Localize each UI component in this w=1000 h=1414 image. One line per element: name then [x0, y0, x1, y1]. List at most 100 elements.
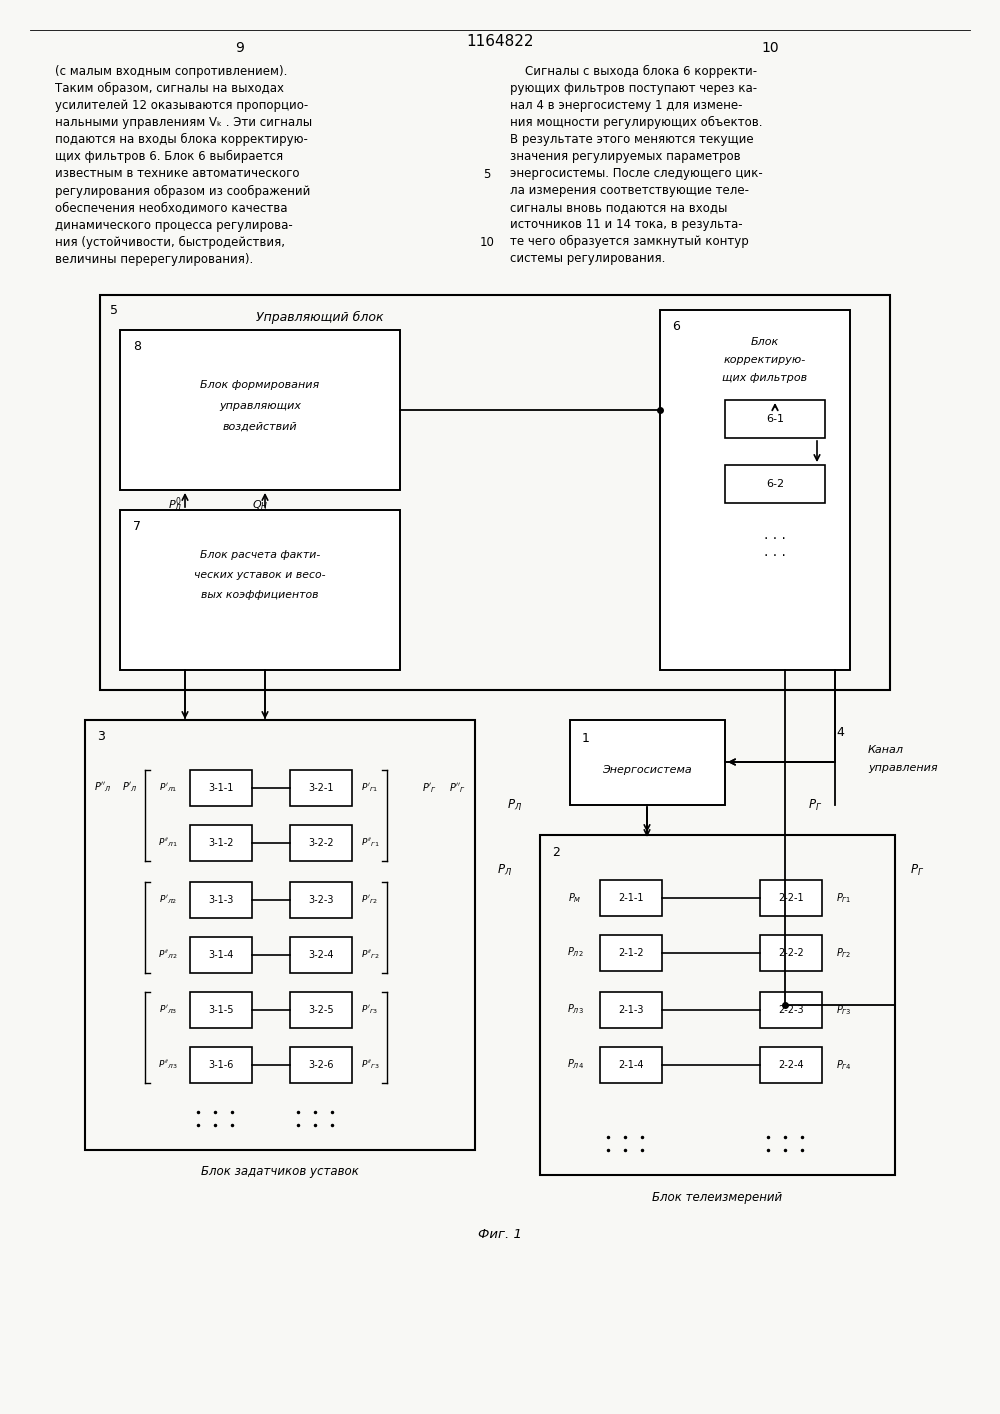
Text: 8: 8	[133, 339, 141, 352]
Text: 3-1-4: 3-1-4	[208, 950, 234, 960]
Bar	[290, 771, 352, 806]
Text: $P'_Г$: $P'_Г$	[422, 781, 438, 795]
Text: 3-1-1: 3-1-1	[208, 783, 234, 793]
Bar	[190, 771, 252, 806]
Bar	[85, 720, 475, 1150]
Text: $P_{Г1}$: $P_{Г1}$	[836, 891, 852, 905]
Text: 6-1: 6-1	[766, 414, 784, 424]
Text: $P_Г$: $P_Г$	[910, 863, 924, 878]
Bar	[120, 329, 400, 491]
Bar	[190, 993, 252, 1028]
Bar	[600, 993, 662, 1028]
Text: ческих уставок и весо-: ческих уставок и весо-	[194, 570, 326, 580]
Text: Канал: Канал	[868, 745, 904, 755]
Text: 3-1-5: 3-1-5	[208, 1005, 234, 1015]
Text: управления: управления	[868, 764, 938, 773]
Text: 5: 5	[110, 304, 118, 318]
Bar	[540, 836, 895, 1175]
Text: . . .: . . .	[764, 544, 786, 559]
Text: 3-1-3: 3-1-3	[208, 895, 234, 905]
Text: 10: 10	[480, 236, 494, 249]
Text: $P''_{Г3}$: $P''_{Г3}$	[361, 1059, 379, 1072]
Bar	[600, 1046, 662, 1083]
Text: Сигналы с выхода блока 6 корректи-
рующих фильтров поступают через ка-
нал 4 в э: Сигналы с выхода блока 6 корректи- рующи…	[510, 65, 763, 266]
Text: $P'_{Г1}$: $P'_{Г1}$	[361, 782, 379, 795]
Text: 3-1-2: 3-1-2	[208, 839, 234, 848]
Text: Блок расчета факти-: Блок расчета факти-	[200, 550, 320, 560]
Text: Энергосистема: Энергосистема	[602, 765, 692, 775]
Text: 9: 9	[236, 41, 244, 55]
Text: $P_{Г2}$: $P_{Г2}$	[836, 946, 852, 960]
Text: $P'_{Л2}$: $P'_{Л2}$	[159, 894, 177, 906]
Text: 4: 4	[836, 725, 844, 738]
Text: $P''_Г$: $P''_Г$	[449, 781, 465, 795]
Text: 3-2-3: 3-2-3	[308, 895, 334, 905]
Bar	[760, 935, 822, 971]
Text: 3-2-1: 3-2-1	[308, 783, 334, 793]
Text: 2-2-3: 2-2-3	[778, 1005, 804, 1015]
Bar	[570, 720, 725, 805]
Text: 6-2: 6-2	[766, 479, 784, 489]
Text: $P'_{Г2}$: $P'_{Г2}$	[361, 894, 379, 906]
Text: Блок: Блок	[751, 337, 779, 346]
Text: $Q_H$: $Q_H$	[252, 498, 268, 512]
Bar	[725, 400, 825, 438]
Text: Блок формирования: Блок формирования	[200, 380, 320, 390]
Bar	[760, 1046, 822, 1083]
Text: 1: 1	[582, 731, 590, 745]
Text: $P_{Л3}$: $P_{Л3}$	[567, 1003, 583, 1017]
Bar	[725, 465, 825, 503]
Text: $P''_{Г1}$: $P''_{Г1}$	[361, 837, 379, 850]
Text: воздействий: воздействий	[223, 421, 297, 433]
Text: 10: 10	[761, 41, 779, 55]
Text: 3-1-6: 3-1-6	[208, 1060, 234, 1070]
Text: 7: 7	[133, 519, 141, 533]
Text: 2: 2	[552, 847, 560, 860]
Text: корректирую-: корректирую-	[724, 355, 806, 365]
Text: $P_{Л2}$: $P_{Л2}$	[567, 946, 583, 960]
Text: 2-2-2: 2-2-2	[778, 947, 804, 959]
Bar	[290, 824, 352, 861]
Text: Блок задатчиков уставок: Блок задатчиков уставок	[201, 1165, 359, 1178]
Bar	[190, 1046, 252, 1083]
Text: 2-1-2: 2-1-2	[618, 947, 644, 959]
Text: вых коэффициентов: вых коэффициентов	[201, 590, 319, 600]
Text: $P'_{Л1}$: $P'_{Л1}$	[159, 782, 177, 795]
Text: (с малым входным сопротивлением).
Таким образом, сигналы на выходах
усилителей 1: (с малым входным сопротивлением). Таким …	[55, 65, 312, 266]
Text: 1164822: 1164822	[466, 34, 534, 49]
Text: 2-2-4: 2-2-4	[778, 1060, 804, 1070]
Bar	[760, 993, 822, 1028]
Text: $P'_{Л3}$: $P'_{Л3}$	[159, 1004, 177, 1017]
Bar	[290, 937, 352, 973]
Text: $P_Л$: $P_Л$	[507, 797, 523, 812]
Bar	[190, 937, 252, 973]
Text: $P_Л$: $P_Л$	[497, 863, 513, 877]
Text: $P_{Г4}$: $P_{Г4}$	[836, 1058, 852, 1072]
Bar	[290, 993, 352, 1028]
Text: $P_М$: $P_М$	[568, 891, 582, 905]
Bar	[100, 296, 890, 690]
Text: $P''_{Л2}$: $P''_{Л2}$	[158, 949, 178, 962]
Bar	[290, 1046, 352, 1083]
Text: 6: 6	[672, 320, 680, 332]
Text: 3-2-5: 3-2-5	[308, 1005, 334, 1015]
Text: 3-2-2: 3-2-2	[308, 839, 334, 848]
Bar	[290, 882, 352, 918]
Bar	[190, 882, 252, 918]
Text: $P_{Л4}$: $P_{Л4}$	[567, 1058, 583, 1072]
Text: 2-1-1: 2-1-1	[618, 894, 644, 904]
Bar	[760, 880, 822, 916]
Bar	[660, 310, 850, 670]
Text: $P''_{Л3}$: $P''_{Л3}$	[158, 1059, 178, 1072]
Text: $P_Г$: $P_Г$	[808, 797, 822, 813]
Text: $P_{Г3}$: $P_{Г3}$	[836, 1003, 852, 1017]
Text: 2-2-1: 2-2-1	[778, 894, 804, 904]
Text: . . .: . . .	[764, 527, 786, 542]
Text: управляющих: управляющих	[219, 402, 301, 411]
Text: Фиг. 1: Фиг. 1	[478, 1229, 522, 1241]
Text: $P''_Л$: $P''_Л$	[94, 781, 112, 795]
Text: $P''_{Г2}$: $P''_{Г2}$	[361, 949, 379, 962]
Text: 2-1-4: 2-1-4	[618, 1060, 644, 1070]
Text: Управляющий блок: Управляющий блок	[256, 311, 384, 324]
Text: 5: 5	[483, 168, 491, 181]
